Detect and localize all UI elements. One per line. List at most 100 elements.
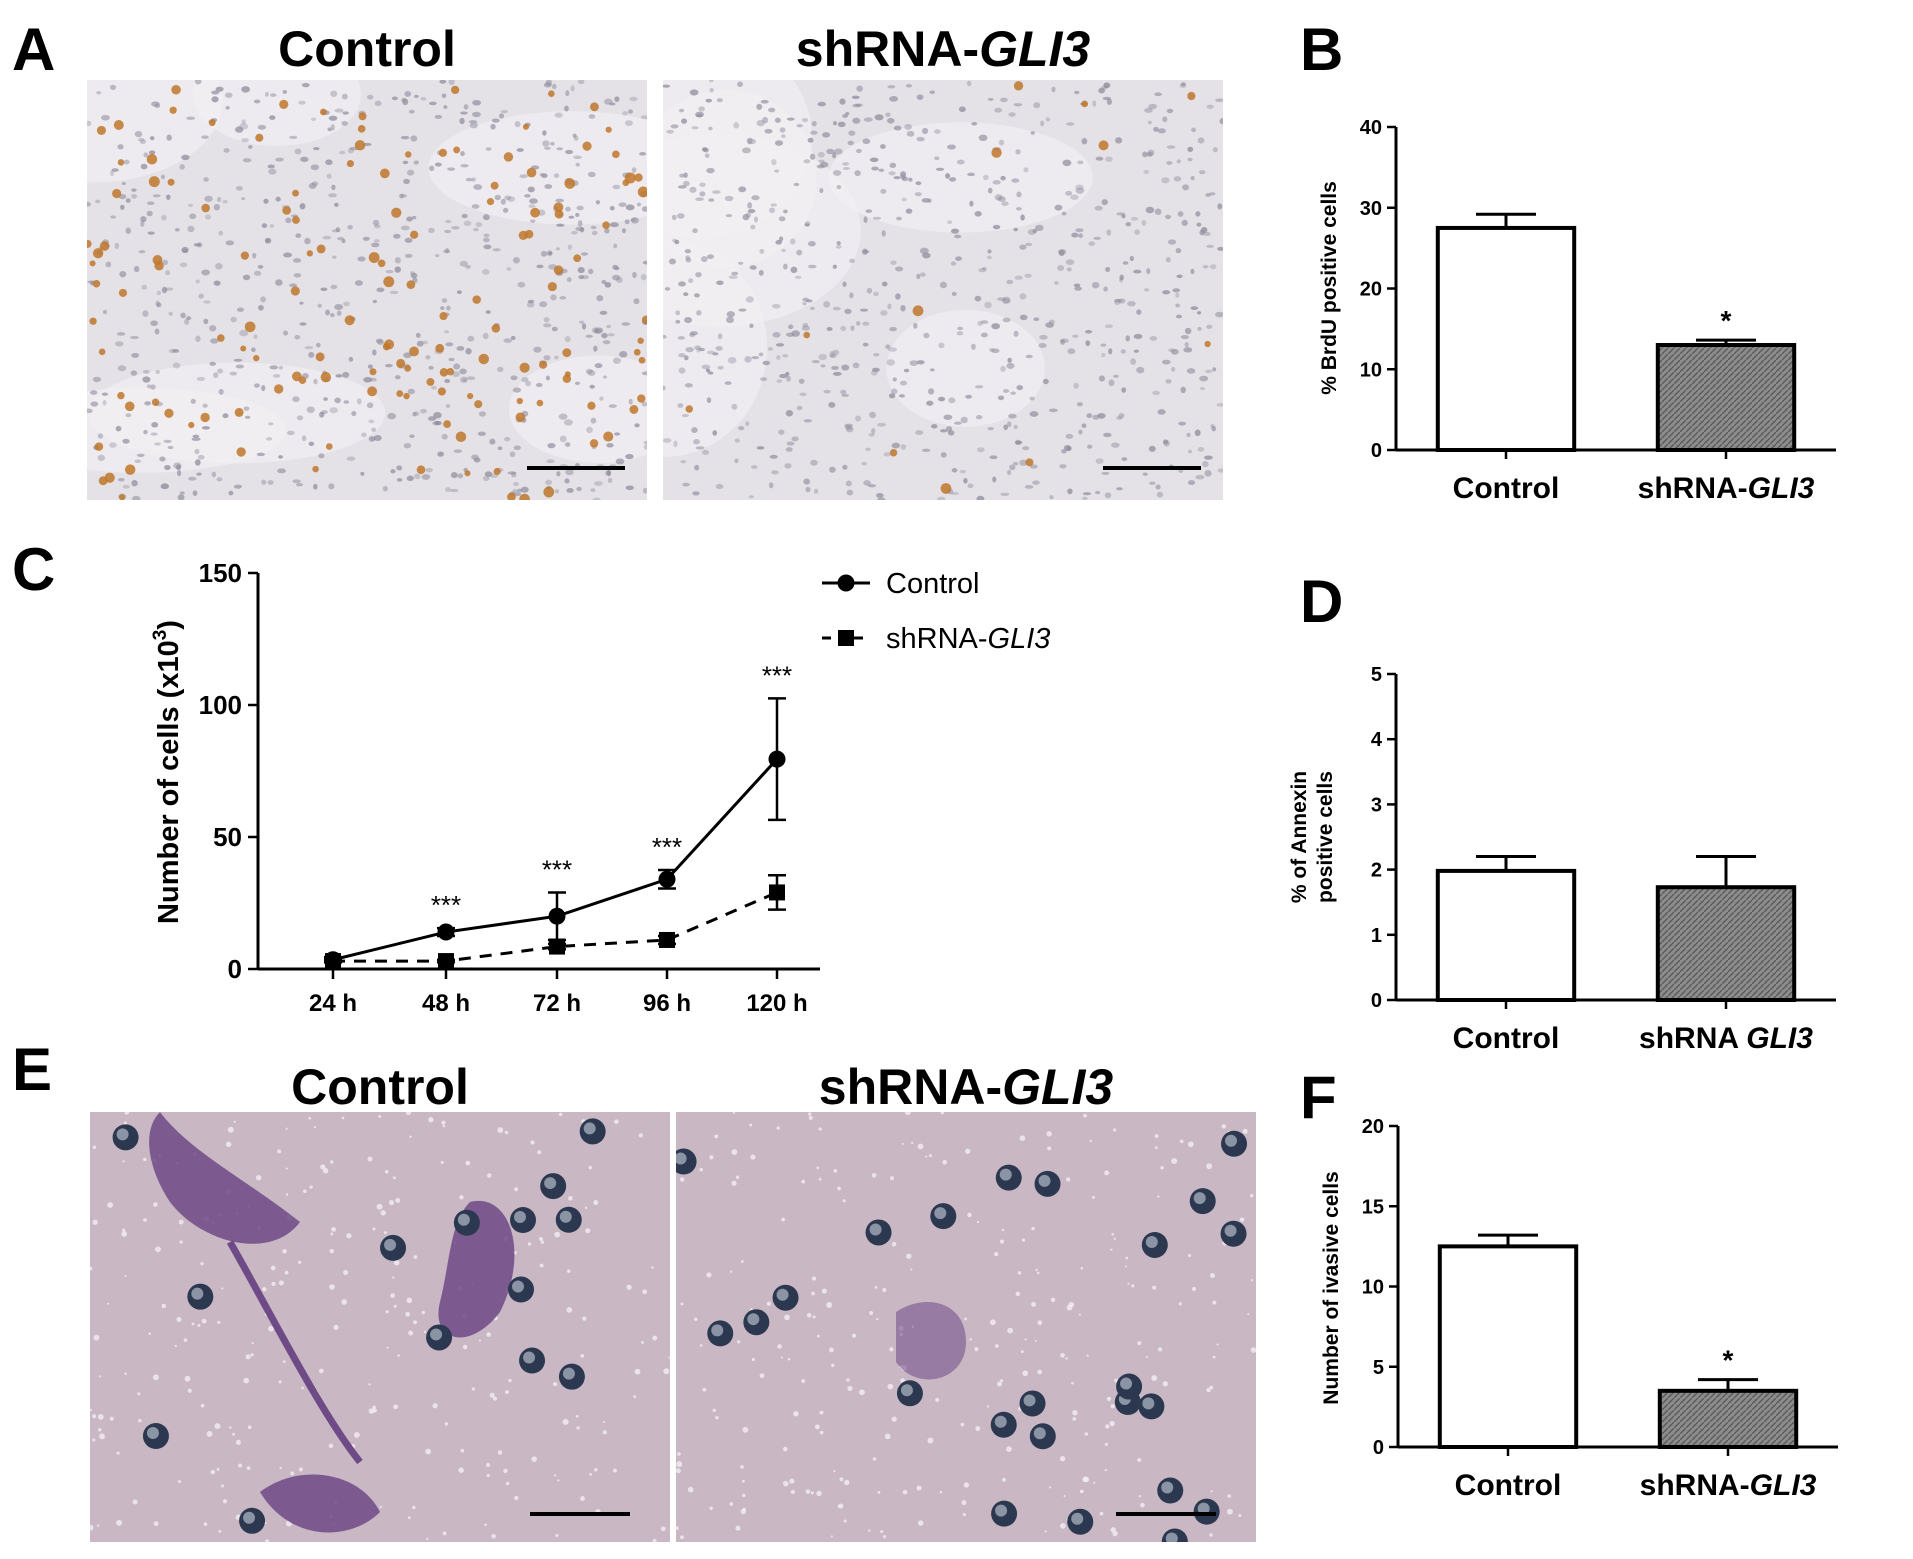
nucleus: [328, 483, 335, 490]
nucleus: [574, 381, 581, 386]
brdu-positive-nucleus: [503, 152, 514, 162]
nucleus: [590, 488, 596, 493]
nucleus: [980, 320, 989, 324]
nucleus: [762, 360, 771, 366]
brdu-positive-nucleus: [274, 384, 284, 394]
nucleus: [591, 327, 599, 334]
nucleus: [510, 375, 518, 381]
nucleus: [450, 471, 458, 479]
speckle: [109, 1416, 114, 1421]
nucleus: [1162, 116, 1168, 123]
brdu-positive-nucleus: [369, 368, 377, 376]
nucleus: [407, 169, 415, 176]
nucleus: [786, 441, 795, 446]
nucleus: [527, 299, 535, 304]
nucleus: [675, 310, 681, 316]
nucleus: [871, 428, 876, 434]
brdu-positive-nucleus: [167, 178, 175, 186]
nucleus: [434, 114, 443, 119]
nucleus: [457, 473, 464, 479]
brdu-positive-nucleus: [1204, 340, 1211, 348]
nucleus: [614, 432, 621, 436]
nucleus: [716, 280, 724, 286]
nucleus: [445, 342, 454, 347]
nucleus: [292, 479, 301, 484]
nucleus: [500, 110, 508, 114]
nucleus: [971, 343, 976, 350]
nucleus: [115, 425, 122, 432]
legend-label-text: shRNA-: [886, 623, 988, 655]
nucleus: [1215, 311, 1223, 318]
nucleus: [577, 80, 585, 85]
nucleus: [556, 223, 565, 227]
speckle: [575, 1415, 579, 1418]
nucleus: [823, 389, 831, 394]
nucleus: [576, 205, 584, 211]
nucleus: [1013, 227, 1018, 232]
speckle: [566, 1269, 571, 1273]
nucleus: [524, 193, 531, 198]
speckle: [558, 1112, 563, 1117]
nucleus: [1146, 151, 1153, 157]
speckle: [250, 1353, 254, 1357]
nucleus: [832, 349, 840, 356]
speckle: [568, 1196, 573, 1201]
nucleus: [222, 199, 228, 204]
nucleus: [308, 441, 315, 447]
brdu-positive-nucleus: [612, 150, 620, 159]
nucleus: [337, 236, 344, 241]
speckle: [999, 1239, 1005, 1244]
nucleus: [142, 310, 149, 317]
nucleus: [575, 162, 580, 167]
nucleus: [89, 390, 98, 395]
nucleus: [517, 281, 526, 288]
brdu-positive-nucleus: [383, 276, 395, 288]
nucleus: [354, 280, 363, 286]
nucleus: [691, 126, 699, 130]
nucleus: [636, 202, 642, 207]
y-tick-label: 100: [199, 690, 242, 720]
pore-highlight: [562, 1367, 575, 1380]
speckle: [393, 1404, 399, 1410]
speckle: [1035, 1268, 1038, 1272]
speckle: [530, 1140, 535, 1145]
speckle: [553, 1474, 557, 1477]
speckle: [699, 1167, 703, 1172]
nucleus: [1067, 348, 1076, 355]
nucleus: [410, 135, 418, 142]
nucleus: [465, 177, 473, 182]
nucleus: [1042, 378, 1049, 385]
speckle: [910, 1141, 914, 1145]
nucleus: [467, 335, 475, 342]
speckle: [962, 1512, 966, 1517]
nucleus: [565, 90, 570, 97]
speckle: [1063, 1495, 1066, 1498]
nucleus: [509, 451, 516, 458]
nucleus: [888, 347, 897, 352]
nucleus: [97, 454, 105, 461]
nucleus: [639, 151, 647, 156]
nucleus: [712, 190, 721, 194]
nucleus: [916, 273, 921, 280]
nucleus: [1180, 82, 1186, 87]
nucleus: [802, 297, 810, 302]
nucleus: [1024, 484, 1034, 489]
nucleus: [406, 216, 413, 222]
nucleus: [154, 328, 160, 335]
nucleus: [443, 249, 451, 254]
nucleus: [609, 102, 616, 106]
nucleus: [229, 371, 238, 376]
nucleus: [191, 437, 201, 442]
nucleus: [1101, 353, 1106, 358]
nucleus: [437, 451, 444, 457]
nucleus: [997, 196, 1006, 202]
category-label: shRNA GLI3: [1639, 1022, 1813, 1055]
nucleus: [768, 107, 776, 113]
brdu-positive-nucleus: [112, 188, 122, 199]
speckle: [883, 1535, 887, 1539]
nucleus: [836, 185, 842, 190]
brdu-positive-nucleus: [474, 400, 483, 409]
brdu-positive-nucleus: [464, 470, 471, 477]
nucleus: [542, 130, 547, 136]
speckle: [148, 1332, 152, 1335]
